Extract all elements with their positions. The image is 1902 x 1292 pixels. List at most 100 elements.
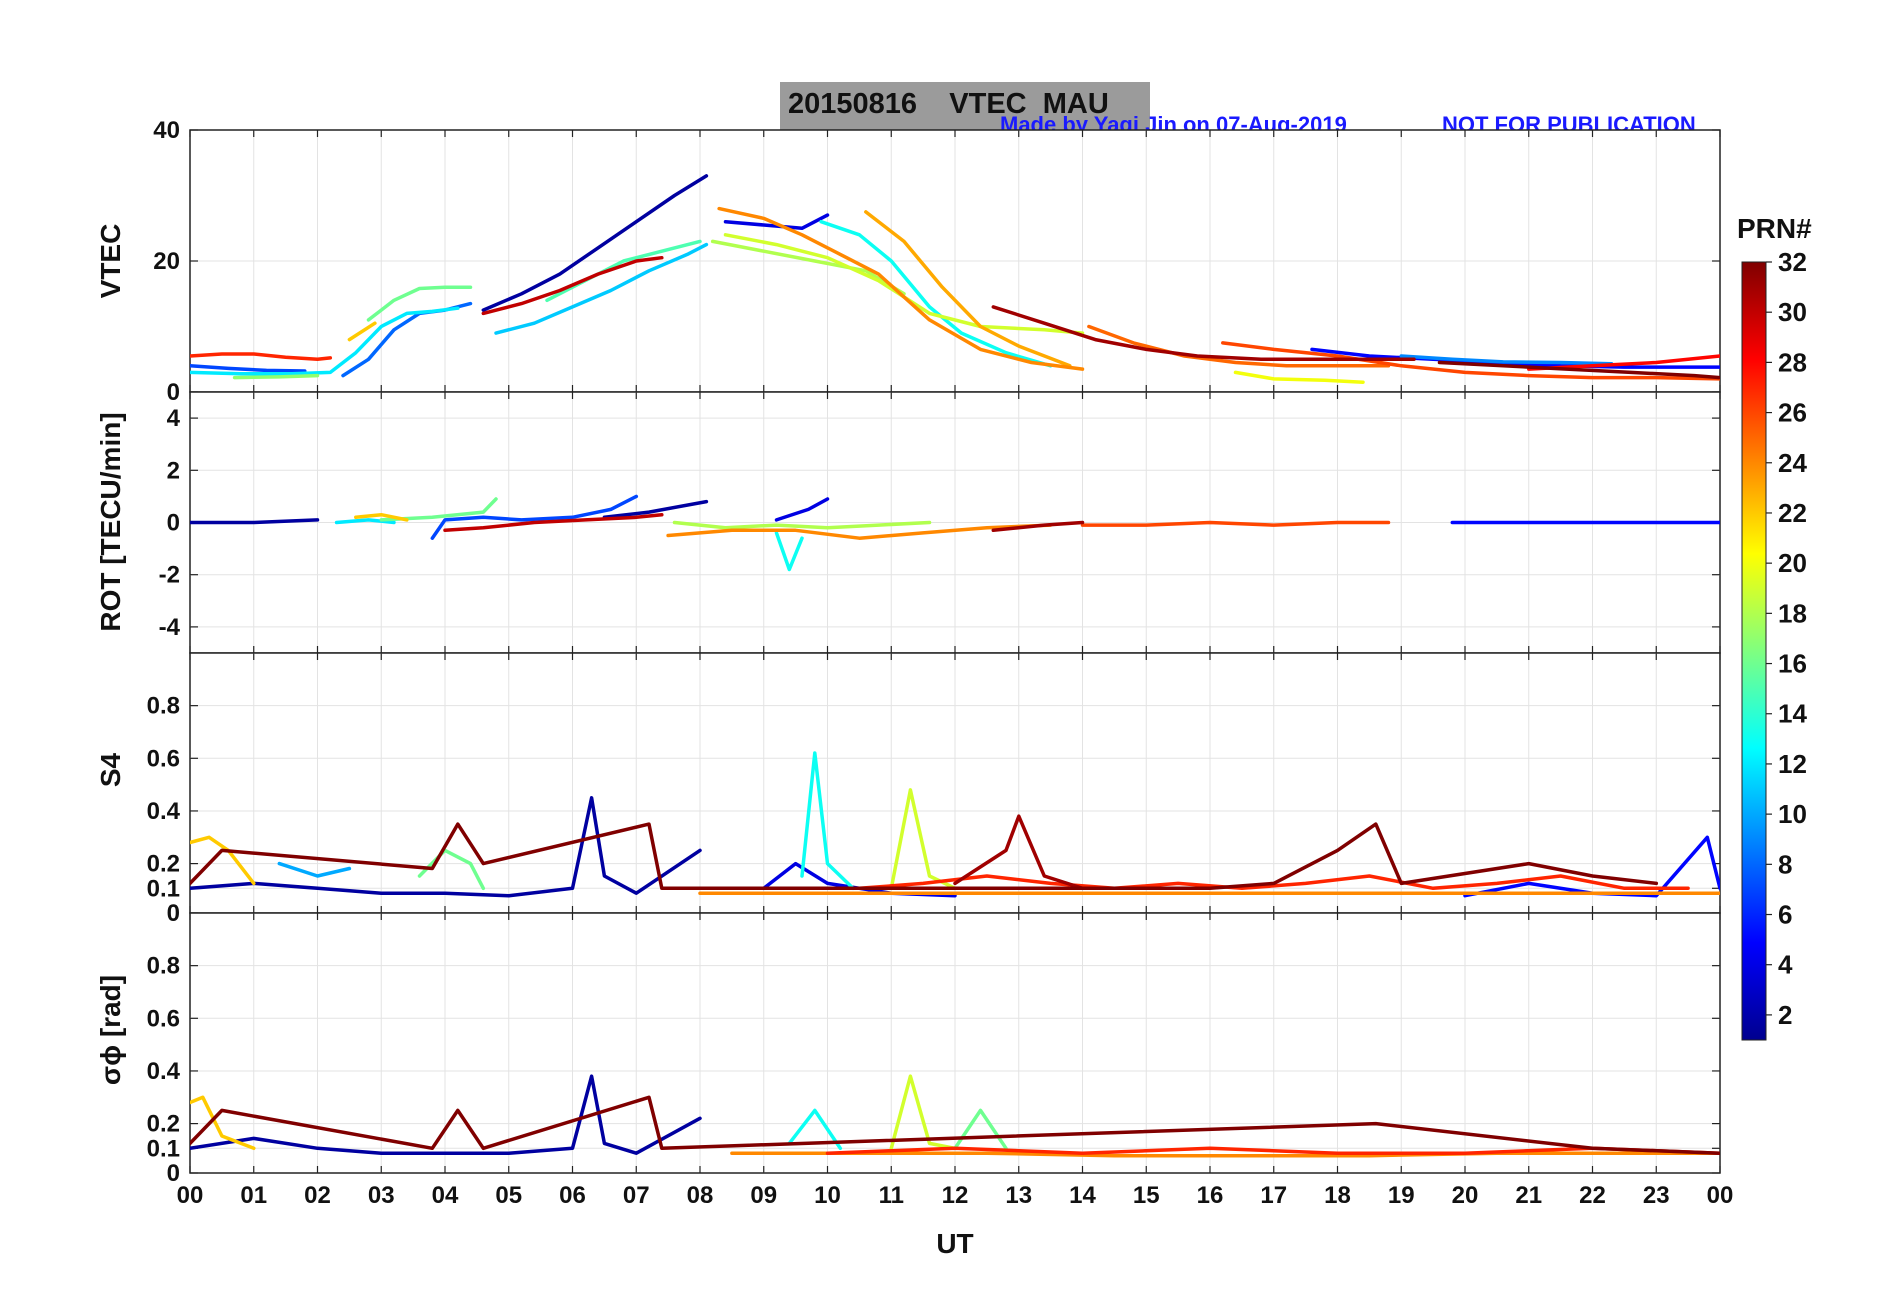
series-line-prn-30 <box>481 255 664 316</box>
x-tick-label: 04 <box>432 1182 459 1209</box>
y-tick-label: 0.1 <box>147 875 180 902</box>
series-line-prn-13 <box>819 219 1053 368</box>
y-tick-label: 0 <box>167 1160 180 1187</box>
x-tick-label: 13 <box>1005 1182 1032 1209</box>
series-line-prn-18 <box>710 239 906 296</box>
colorbar-tick-label: 12 <box>1778 749 1807 779</box>
series-group <box>190 494 1720 572</box>
colorbar-tick-label: 18 <box>1778 598 1807 628</box>
series-line-prn-32 <box>190 1095 1720 1155</box>
colorbar-tick-label: 8 <box>1778 849 1792 879</box>
series-line-prn-13 <box>800 751 855 891</box>
x-axis: UT 00 01 02 03 04 05 06 07 08 09 10 11 12 13 14 15 16 17 1… <box>177 1182 1734 1259</box>
x-tick-label: 23 <box>1643 1182 1670 1209</box>
series-line-prn-17 <box>232 373 320 380</box>
series-line-prn-18 <box>672 520 932 530</box>
y-tick-label: 0 <box>167 900 180 927</box>
y-tick-label: 0 <box>167 510 180 537</box>
x-tick-label: 05 <box>495 1182 522 1209</box>
series-line-prn-2 <box>190 796 702 898</box>
series-line-prn-25 <box>1087 324 1391 368</box>
x-tick-label: 18 <box>1324 1182 1351 1209</box>
series-line-prn-26 <box>1221 341 1720 381</box>
series-line-prn-22 <box>190 835 256 886</box>
series-line-prn-26 <box>1080 520 1391 527</box>
series-line-prn-24 <box>730 1151 1720 1158</box>
panel-rot: -4 -2 0 2 4 ROT [TECU/min] <box>95 391 1721 654</box>
colorbar-tick-label: 26 <box>1778 398 1807 428</box>
series-line-prn-12 <box>190 306 460 376</box>
y-tick-label: 0.8 <box>147 693 180 720</box>
series-line-prn-27 <box>190 352 333 362</box>
colorbar-tick-label: 28 <box>1778 347 1807 377</box>
y-tick-label: 0.4 <box>147 798 181 825</box>
series-line-prn-23 <box>864 210 1072 368</box>
colorbar-tick-label: 16 <box>1778 649 1807 679</box>
colorbar-gradient <box>1741 261 1767 1041</box>
title-text: 20150816 VTEC MAU <box>788 88 1109 121</box>
series-line-prn-27 <box>825 1146 1720 1155</box>
series-line-prn-31 <box>991 305 1416 362</box>
y-tick-label: 0 <box>167 379 180 406</box>
y-tick-label: 4 <box>167 405 181 432</box>
series-line-prn-16 <box>417 848 486 891</box>
title-box <box>780 82 1150 132</box>
y-tick-label: 0.1 <box>147 1135 180 1162</box>
series-line-prn-16 <box>366 285 473 322</box>
series-line-prn-2 <box>190 518 320 525</box>
colorbar-label: PRN# <box>1737 213 1812 244</box>
series-line-prn-32 <box>190 822 1659 891</box>
x-tick-label: 16 <box>1197 1182 1224 1209</box>
title-product: VTEC MAU <box>949 88 1109 120</box>
x-tick-label: 22 <box>1579 1182 1606 1209</box>
series-line-prn-27 <box>857 874 1690 891</box>
x-tick-label: 08 <box>687 1182 714 1209</box>
series-line-prn-15 <box>545 239 702 303</box>
series-line-prn-22 <box>347 321 377 342</box>
y-axis-label-s4: S4 <box>95 752 126 787</box>
panel-s4: 00.10.2 0.4 0.6 0.8 S4 <box>95 652 1721 927</box>
colorbar-tick-label: 20 <box>1778 548 1807 578</box>
series-line-prn-7 <box>430 494 639 540</box>
series-line-prn-7 <box>190 364 307 373</box>
series-line-prn-31 <box>991 520 1085 533</box>
x-tick-label: 02 <box>304 1182 331 1209</box>
series-line-prn-2 <box>190 1074 702 1155</box>
x-tick-label: 06 <box>559 1182 586 1209</box>
x-tick-label: 14 <box>1069 1182 1096 1209</box>
series-group <box>190 174 1720 384</box>
colorbar-tick-label: 32 <box>1778 247 1807 277</box>
series-line-prn-11 <box>494 242 709 335</box>
y-tick-label: -4 <box>159 614 181 641</box>
colorbar-tick-label: 6 <box>1778 900 1792 930</box>
y-axis-label-rot: ROT [TECU/min] <box>95 412 126 631</box>
x-tick-label: 17 <box>1260 1182 1287 1209</box>
y-tick-label: 2 <box>167 457 180 484</box>
x-tick-label: 12 <box>942 1182 969 1209</box>
colorbar-tick-label: 2 <box>1778 1000 1792 1030</box>
colorbar-tick-label: 30 <box>1778 297 1807 327</box>
series-line-prn-4 <box>774 497 830 522</box>
colorbar-tick-label: 4 <box>1778 950 1793 980</box>
y-tick-label: 0.2 <box>147 1111 180 1138</box>
x-tick-label: 09 <box>750 1182 777 1209</box>
x-tick-label: 10 <box>814 1182 841 1209</box>
series-group <box>190 751 1720 898</box>
series-line-prn-13 <box>774 531 804 572</box>
colorbar-tick-label: 14 <box>1778 699 1807 729</box>
x-tick-label: 20 <box>1452 1182 1479 1209</box>
series-line-prn-12 <box>334 518 396 525</box>
y-axis-label-vtec: VTEC <box>95 224 126 299</box>
series-line-prn-31 <box>953 814 1085 891</box>
y-tick-label: 0.6 <box>147 1005 180 1032</box>
x-tick-label: 11 <box>879 1182 904 1209</box>
series-line-prn-24 <box>666 523 1053 540</box>
panel-sigma_phi: 00.10.2 0.4 0.6 0.8 σϕ [rad] <box>95 912 1721 1187</box>
series-line-prn-2 <box>481 174 709 312</box>
colorbar-tick-label: 24 <box>1778 448 1807 478</box>
colorbar-tick-label: 10 <box>1778 799 1807 829</box>
